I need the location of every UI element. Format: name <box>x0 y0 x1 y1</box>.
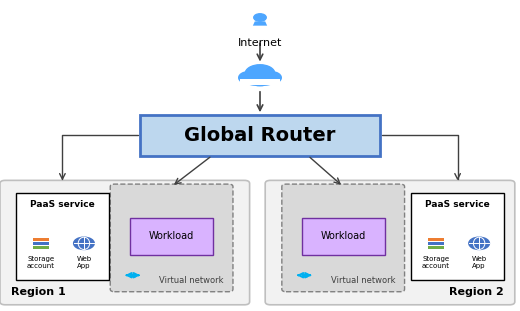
Bar <box>33 238 49 241</box>
Bar <box>33 246 49 249</box>
Circle shape <box>245 74 263 85</box>
Text: Storage
account: Storage account <box>27 256 55 269</box>
Circle shape <box>254 14 266 21</box>
Circle shape <box>74 237 94 249</box>
Circle shape <box>248 71 272 86</box>
Text: Virtual network: Virtual network <box>159 276 224 285</box>
Text: Web
App: Web App <box>76 256 92 269</box>
Circle shape <box>261 72 281 84</box>
Text: Workload: Workload <box>149 231 194 241</box>
FancyBboxPatch shape <box>265 180 515 305</box>
Bar <box>33 242 49 245</box>
Bar <box>240 79 280 85</box>
Bar <box>428 242 444 245</box>
Circle shape <box>469 237 489 249</box>
Bar <box>140 115 380 156</box>
Circle shape <box>257 74 275 85</box>
Text: Web
App: Web App <box>472 256 487 269</box>
Bar <box>428 246 444 249</box>
Text: Region 2: Region 2 <box>449 287 503 297</box>
Bar <box>411 193 504 280</box>
FancyBboxPatch shape <box>0 180 250 305</box>
Bar <box>130 218 213 255</box>
FancyBboxPatch shape <box>282 184 405 292</box>
Circle shape <box>245 65 275 82</box>
Text: Workload: Workload <box>320 231 366 241</box>
Bar <box>302 218 385 255</box>
Text: PaaS service: PaaS service <box>425 200 490 209</box>
Bar <box>428 238 444 241</box>
Text: Storage
account: Storage account <box>422 256 450 269</box>
Text: PaaS service: PaaS service <box>30 200 95 209</box>
FancyBboxPatch shape <box>110 184 233 292</box>
Text: Global Router: Global Router <box>184 126 336 145</box>
Bar <box>16 193 109 280</box>
Polygon shape <box>253 21 267 26</box>
Text: Virtual network: Virtual network <box>331 276 395 285</box>
Text: Region 1: Region 1 <box>11 287 66 297</box>
Circle shape <box>239 72 259 84</box>
Text: Internet: Internet <box>238 38 282 48</box>
